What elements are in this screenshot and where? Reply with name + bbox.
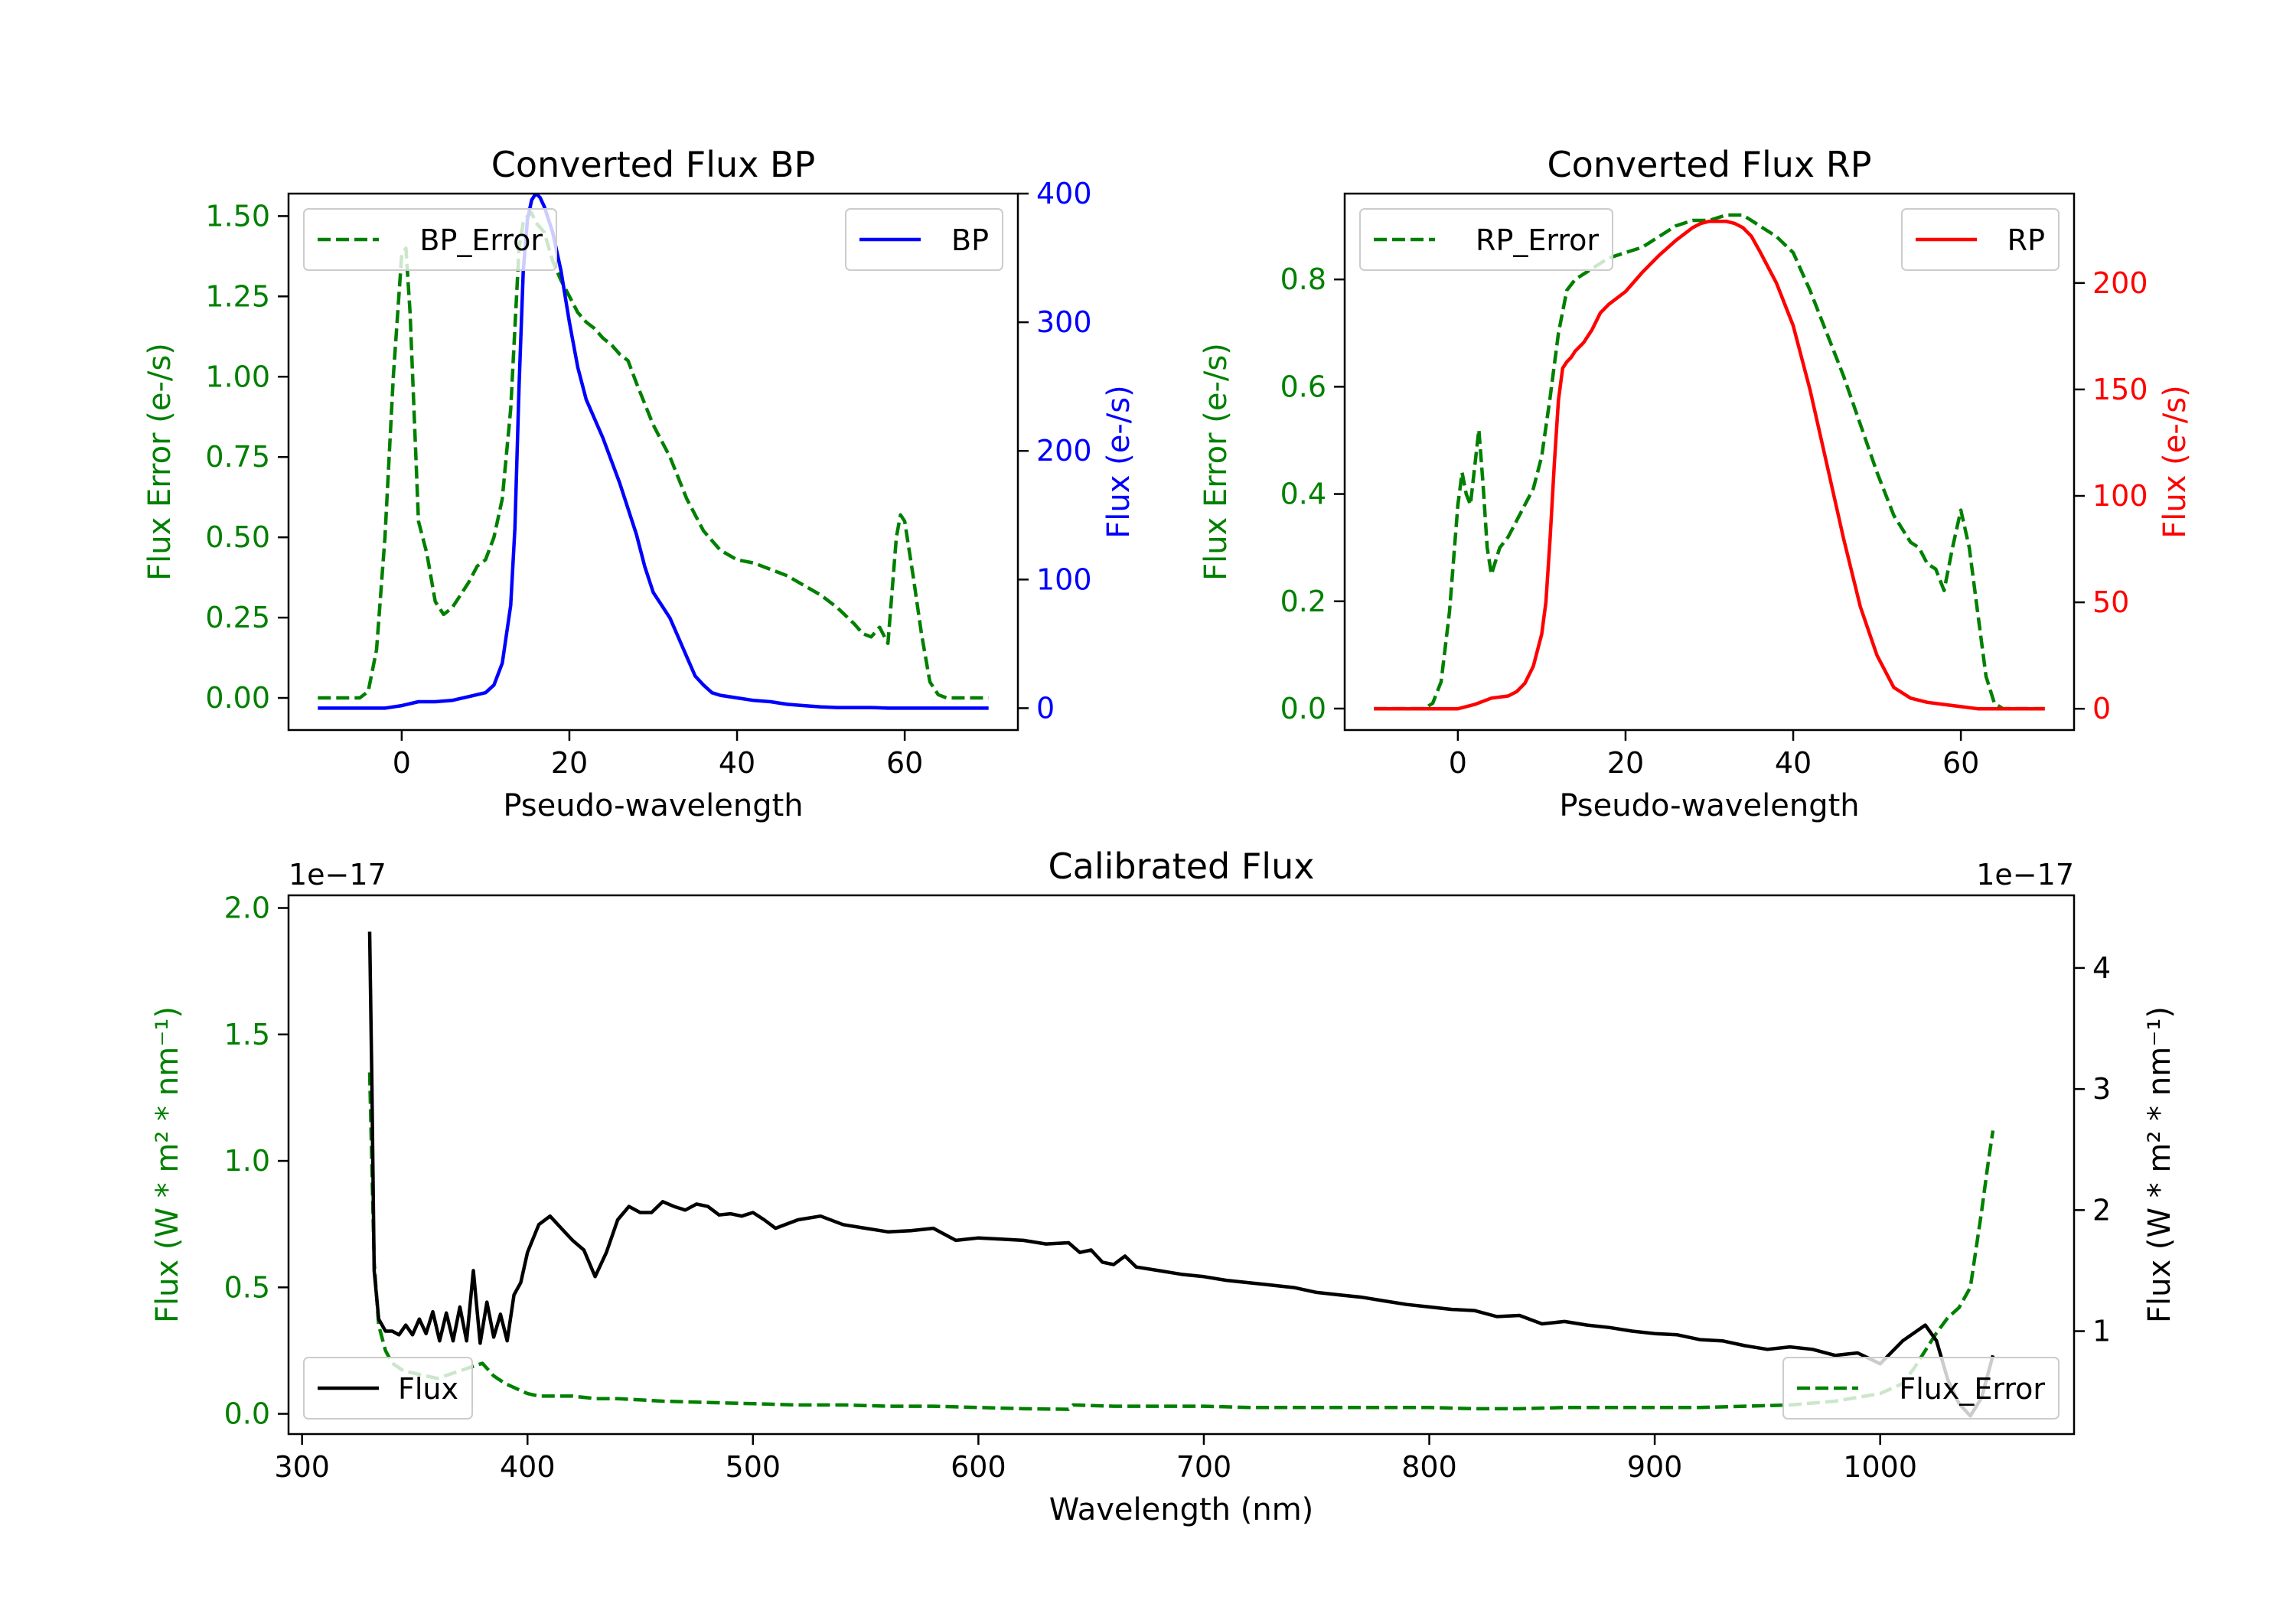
cal-xtick-label: 600 — [951, 1450, 1006, 1484]
bp-xlabel: Pseudo-wavelength — [503, 788, 803, 823]
rp-chart: Converted Flux RP 0 20 40 60 Pseudo-wavelengt… — [1199, 144, 2193, 823]
rp-xtick-label: 60 — [1942, 746, 1979, 780]
cal-chart: Calibrated Flux 300 400 500 600 700 800 900 1000… — [150, 846, 2177, 1527]
cal-title: Calibrated Flux — [1049, 846, 1315, 887]
cal-ytick-label-right: 3 — [2092, 1072, 2111, 1106]
legend-box — [303, 208, 557, 271]
bp-axes-frame — [287, 192, 1019, 732]
cal-ytick-label-left: 0.5 — [224, 1270, 270, 1304]
cal-ylabel-left: Flux (W * m² * nm⁻¹) — [150, 1006, 185, 1323]
bp-legend-bp-error: BP_Error — [303, 208, 557, 271]
rp-ytick-label-left: 0.2 — [1280, 585, 1326, 618]
rp-ytick-label-right: 50 — [2092, 585, 2129, 619]
legend-label: RP — [2007, 223, 2045, 257]
cal-xtick-label: 500 — [726, 1450, 781, 1484]
legend-box — [1782, 1357, 2060, 1420]
rp-ytick-label-right: 150 — [2092, 373, 2148, 406]
legend-label: Flux — [398, 1372, 458, 1406]
bp-title: Converted Flux BP — [491, 144, 816, 185]
bp-ytick-label-left: 1.25 — [205, 279, 270, 313]
rp-xtick-label: 40 — [1775, 746, 1812, 780]
cal-xlabel: Wavelength (nm) — [1049, 1492, 1314, 1527]
cal-offset-right: 1e−17 — [1976, 858, 2074, 892]
cal-xtick-label: 400 — [500, 1450, 556, 1484]
bp-chart: Converted Flux BP 0 20 40 60 Pseudo-wavelengt… — [142, 144, 1137, 823]
rp-xtick-label: 0 — [1449, 746, 1467, 780]
cal-axes-frame — [287, 894, 2076, 1436]
cal-series-flux — [367, 931, 1995, 1418]
rp-ytick-label-left: 0.4 — [1280, 478, 1326, 511]
cal-ytick-label-right: 2 — [2092, 1193, 2111, 1227]
bp-ytick-label-left: 0.75 — [205, 440, 270, 474]
cal-xtick-label: 300 — [274, 1450, 330, 1484]
cal-offset-left: 1e−17 — [289, 858, 386, 892]
bp-ylabel-left: Flux Error (e-/s) — [142, 343, 178, 581]
rp-ytick-label-left: 0.8 — [1280, 262, 1326, 296]
legend-box — [1359, 208, 1613, 271]
legend-box — [1901, 208, 2060, 271]
rp-series-rp-error — [1374, 213, 2045, 711]
rp-ytick-label-left: 0.0 — [1280, 692, 1326, 725]
cal-xtick-label: 1000 — [1843, 1450, 1917, 1484]
cal-ytick-label-left: 1.0 — [224, 1144, 270, 1178]
bp-ytick-label-left: 0.00 — [205, 681, 270, 715]
cal-xtick-label: 700 — [1176, 1450, 1232, 1484]
rp-ytick-label-right: 200 — [2092, 266, 2148, 300]
cal-ytick-label-left: 0.0 — [224, 1397, 270, 1431]
bp-xtick-label: 60 — [886, 746, 923, 780]
legend-box — [303, 1357, 473, 1420]
rp-ytick-label-left: 0.6 — [1280, 370, 1326, 403]
cal-xtick-label: 800 — [1401, 1450, 1457, 1484]
rp-legend-rp: RP — [1901, 208, 2060, 271]
legend-label: Flux_Error — [1899, 1372, 2045, 1406]
bp-legend-bp: BP — [845, 208, 1003, 271]
cal-ytick-label-right: 1 — [2092, 1315, 2111, 1348]
cal-ytick-label-right: 4 — [2092, 951, 2111, 985]
bp-ytick-label-right: 0 — [1036, 691, 1055, 725]
legend-label: RP_Error — [1476, 223, 1599, 257]
cal-legend-flux-error: Flux_Error — [1782, 1357, 2060, 1420]
bp-series-bp-error — [318, 210, 989, 700]
bp-xtick-label: 0 — [393, 746, 411, 780]
legend-label: BP_Error — [419, 223, 543, 257]
cal-legend-flux: Flux — [303, 1357, 473, 1420]
rp-title: Converted Flux RP — [1548, 144, 1872, 185]
bp-ytick-label-left: 0.25 — [205, 601, 270, 634]
rp-legend-rp-error: RP_Error — [1359, 208, 1613, 271]
rp-xtick-label: 20 — [1607, 746, 1644, 780]
rp-ylabel-left: Flux Error (e-/s) — [1199, 343, 1234, 581]
rp-series-rp — [1374, 219, 2045, 711]
rp-axes-frame — [1343, 192, 2076, 732]
bp-ytick-label-right: 400 — [1036, 177, 1092, 210]
rp-ylabel-right: Flux (e-/s) — [2157, 385, 2193, 538]
rp-ytick-label-right: 100 — [2092, 479, 2148, 513]
bp-ytick-label-left: 1.00 — [205, 360, 270, 393]
bp-ytick-label-right: 200 — [1036, 434, 1092, 468]
bp-ytick-label-right: 300 — [1036, 305, 1092, 339]
bp-xtick-label: 40 — [719, 746, 755, 780]
bp-xtick-label: 20 — [551, 746, 588, 780]
cal-series-flux-error — [367, 1072, 1995, 1411]
rp-ytick-label-right: 0 — [2092, 692, 2111, 725]
cal-ytick-label-left: 2.0 — [224, 892, 270, 925]
cal-ylabel-right: Flux (W * m² * nm⁻¹) — [2142, 1006, 2177, 1323]
legend-label: BP — [951, 223, 989, 257]
rp-xlabel: Pseudo-wavelength — [1559, 788, 1859, 823]
bp-series-bp — [318, 194, 989, 710]
bp-ytick-label-right: 100 — [1036, 562, 1092, 596]
legend-box — [845, 208, 1003, 271]
bp-ytick-label-left: 0.50 — [205, 520, 270, 554]
cal-xtick-label: 900 — [1627, 1450, 1683, 1484]
bp-ytick-label-left: 1.50 — [205, 199, 270, 233]
cal-ytick-label-left: 1.5 — [224, 1018, 270, 1051]
bp-ylabel-right: Flux (e-/s) — [1101, 385, 1137, 538]
